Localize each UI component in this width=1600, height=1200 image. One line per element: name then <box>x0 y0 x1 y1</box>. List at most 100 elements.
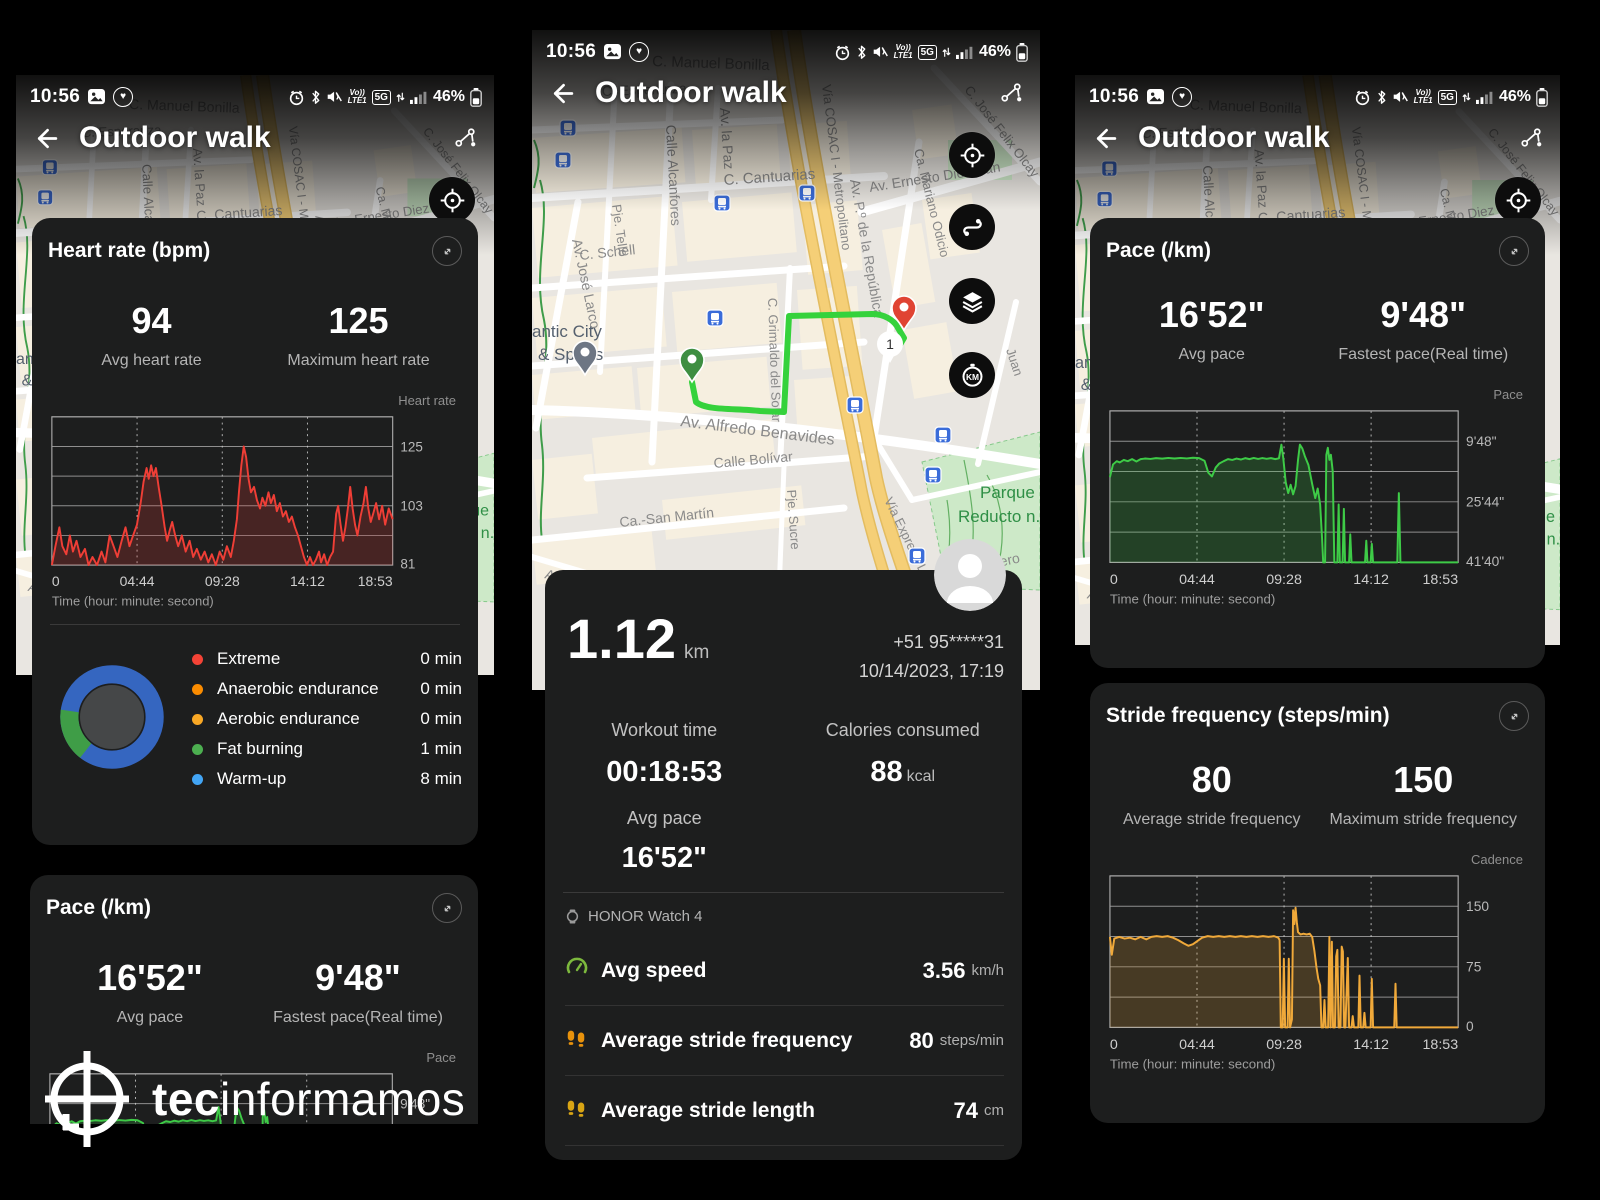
zone-row: Fat burning 1 min <box>192 739 462 759</box>
mute-icon <box>327 91 342 103</box>
bus-stop-icon <box>559 119 577 137</box>
zone-color-dot <box>192 773 203 785</box>
fastest-pace-value: 9'48" <box>1380 294 1467 335</box>
expand-icon <box>1511 248 1517 254</box>
layers-button[interactable] <box>949 278 995 324</box>
back-button[interactable] <box>32 125 59 152</box>
battery-icon <box>1536 87 1548 107</box>
heart-rate-zones: Extreme 0 min Anaerobic endurance 0 min … <box>48 639 462 799</box>
street-label: Calle Bolívar <box>713 448 794 471</box>
km-stopwatch-icon: KM <box>961 363 983 387</box>
km-markers-button[interactable]: KM <box>949 352 995 398</box>
signal-icon <box>409 91 427 105</box>
page-title: Outdoor walk <box>1138 121 1330 154</box>
volte-indicator: Vo)) LTE1 <box>347 88 367 105</box>
phone-screenshot-middle: C. Manuel Bonilla C. Esperanza Av. la Paz C… <box>532 30 1040 1160</box>
zone-color-dot <box>192 683 203 695</box>
bus-stop-icon <box>554 151 572 169</box>
expand-button[interactable] <box>432 236 462 266</box>
street-label: C. Schell <box>579 241 636 263</box>
workout-time-value: 00:18:53 <box>606 756 723 788</box>
series-legend: Pace <box>426 1050 456 1065</box>
expand-button[interactable] <box>1499 236 1529 266</box>
svg-text:04:44: 04:44 <box>120 573 155 589</box>
avatar[interactable] <box>934 539 1006 611</box>
locate-button[interactable] <box>949 132 995 178</box>
route-detail-button[interactable] <box>949 204 995 250</box>
zone-value: 1 min <box>420 739 462 759</box>
share-route-icon[interactable] <box>1519 126 1544 151</box>
route-icon <box>962 218 982 236</box>
avg-pace-label: Avg pace <box>1178 346 1245 363</box>
chart-heart-rate: 125 103 81 0 04:44 09:28 14:12 18:53 Time (hour:… <box>50 416 423 609</box>
back-button[interactable] <box>1091 125 1118 152</box>
calories-label: Calories consumed <box>825 720 980 740</box>
locate-button[interactable] <box>1495 177 1541 223</box>
speedometer-icon <box>566 957 588 974</box>
expand-button[interactable] <box>432 893 462 923</box>
bus-stop-icon <box>1096 190 1113 208</box>
max-heart-rate-label: Maximum heart rate <box>287 352 430 369</box>
svg-text:25'44": 25'44" <box>1466 495 1504 510</box>
alarm-icon <box>835 45 849 60</box>
svg-text:Time (hour: minute: second): Time (hour: minute: second) <box>1110 592 1275 607</box>
metric-label: Average stride frequency <box>601 1028 853 1052</box>
zone-label: Fat burning <box>217 739 303 759</box>
expand-icon <box>444 248 450 254</box>
metric-row[interactable]: Avg speed 3.56 km/h <box>565 936 1004 1006</box>
metric-row[interactable]: Average stride length 74 cm <box>565 1076 1004 1146</box>
heart-notification-icon: ♥ <box>629 42 650 62</box>
signal-icon <box>1475 91 1493 105</box>
avg-heart-rate-label: Avg heart rate <box>101 352 202 369</box>
map-pin <box>679 347 705 384</box>
svg-text:81: 81 <box>400 556 415 571</box>
expand-button[interactable] <box>1499 701 1529 731</box>
svg-text:KM: KM <box>965 372 978 382</box>
svg-text:0: 0 <box>1110 1037 1118 1053</box>
photo-notification-icon <box>604 44 622 60</box>
svg-text:75: 75 <box>1466 960 1482 975</box>
share-route-icon[interactable] <box>453 126 478 151</box>
metric-unit: steps/min <box>939 1032 1004 1049</box>
card-title: Stride frequency (steps/min) <box>1106 704 1390 727</box>
zone-value: 0 min <box>420 679 462 699</box>
bus-stop-icon <box>934 426 952 444</box>
zone-color-dot <box>192 653 203 665</box>
device-row: HONOR Watch 4 <box>565 908 702 925</box>
avg-stride-frequency-value: 80 <box>1191 759 1232 800</box>
svg-text:41'40": 41'40" <box>1466 554 1504 569</box>
back-button[interactable] <box>548 80 575 107</box>
share-route-icon[interactable] <box>999 81 1024 106</box>
updown-arrows-icon <box>1462 92 1471 102</box>
person-icon <box>934 539 1006 611</box>
metric-value: 74 <box>953 1097 978 1123</box>
bus-stop-icon <box>1101 160 1118 177</box>
max-stride-frequency-value: 150 <box>1393 759 1454 800</box>
pace-card: Pace (/km) 16'52" Avg pace 9'48" Fastest p… <box>30 875 478 1124</box>
street-label: C. Grimaldo del Solar <box>765 298 784 423</box>
battery-percent: 46% <box>1498 88 1531 105</box>
workout-time-label: Workout time <box>611 720 718 740</box>
photo-notification-icon <box>88 89 106 105</box>
metric-row[interactable]: Average stride frequency 80 steps/min <box>565 1006 1004 1076</box>
battery-percent: 46% <box>432 88 465 105</box>
bus-stop-icon <box>713 194 731 212</box>
heart-notification-icon: ♥ <box>1172 87 1193 107</box>
avg-pace-value: 16'52" <box>1158 294 1265 335</box>
svg-text:09:28: 09:28 <box>1266 1037 1302 1053</box>
svg-text:Time (hour: minute: second): Time (hour: minute: second) <box>52 594 214 609</box>
avg-pace-value: 16'52" <box>97 957 203 998</box>
svg-text:18:53: 18:53 <box>1422 572 1458 588</box>
pace-chart: 9'48" 25'44" 41'40" 0 04:44 09:28 14:12 18:53 Ti… <box>1106 406 1529 609</box>
series-legend: Pace <box>1493 387 1523 402</box>
status-bar: 10:56 ♥ Vo)) LTE1 5G 46% <box>546 39 1028 65</box>
svg-text:125: 125 <box>400 439 422 454</box>
device-name: HONOR Watch 4 <box>588 908 703 925</box>
alarm-icon <box>1355 90 1369 105</box>
svg-text:18:53: 18:53 <box>1422 1037 1458 1053</box>
page-title: Outdoor walk <box>79 121 271 154</box>
locate-button[interactable] <box>429 177 475 223</box>
phone-screenshot-right: C. Manuel Bonilla C. Esperanza Av. la Paz C… <box>1075 75 1560 1123</box>
zone-row: Warm-up 8 min <box>192 769 462 789</box>
avg-stride-frequency-label: Average stride frequency <box>1122 811 1301 828</box>
